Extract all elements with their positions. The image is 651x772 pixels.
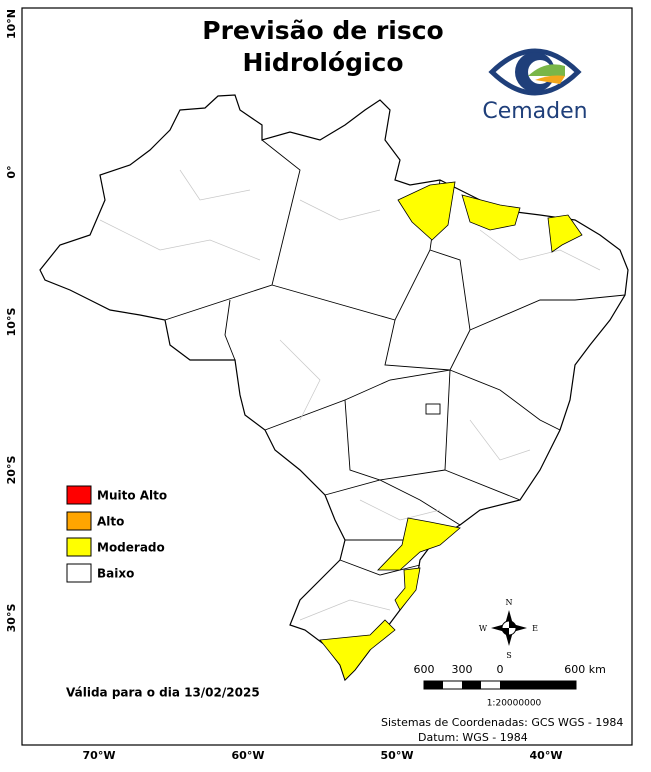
legend-label: Muito Alto [97,489,167,503]
legend-swatch [66,511,92,531]
scale-label: 600 km [564,663,606,676]
legend-label: Moderado [97,541,165,555]
logo: Cemaden [482,48,588,124]
scale-label: 600 [414,663,435,676]
compass-label: W [479,624,488,633]
footer-line: Datum: WGS - 1984 [418,731,528,744]
sub-borders [99,169,601,621]
axis-labels: 10°N 0° 10°S 20°S 30°S 70°W 60°W 50°W 40°W [5,9,562,762]
legend-label: Baixo [97,567,134,581]
legend-swatch [66,537,92,557]
scale-ratio: 1:20000000 [487,699,542,709]
lon-label: 40°W [530,749,563,762]
footer-line: Sistemas de Coordenadas: GCS WGS - 1984 [381,716,623,729]
compass-label: S [506,651,511,660]
compass-label: N [506,598,513,607]
scale-label: 300 [452,663,473,676]
title-line: Previsão de risco [202,16,443,45]
compass-label: E [532,624,538,633]
lon-label: 60°W [232,749,265,762]
lat-label: 10°N [5,9,18,39]
legend-label: Alto [97,515,124,529]
legend-swatch [66,563,92,583]
legend-swatch [66,485,92,505]
lat-label: 20°S [5,456,18,485]
lon-label: 50°W [381,749,414,762]
legend: Muito Alto Alto Moderado Baixo [66,485,167,583]
compass: N E S W [479,598,538,660]
scale-bar: 600 300 0 600 km 1:20000000 [414,663,606,709]
lat-label: 30°S [5,604,18,633]
scale-label: 0 [497,663,504,676]
state-borders [164,139,626,576]
lon-label: 70°W [83,749,116,762]
valid-date: Válida para o dia 13/02/2025 [66,686,260,700]
lat-label: 10°S [5,308,18,337]
lat-label: 0° [5,165,18,178]
moderate-areas [319,181,583,681]
title-line: Hidrológico [242,48,403,77]
logo-text: Cemaden [482,99,587,124]
